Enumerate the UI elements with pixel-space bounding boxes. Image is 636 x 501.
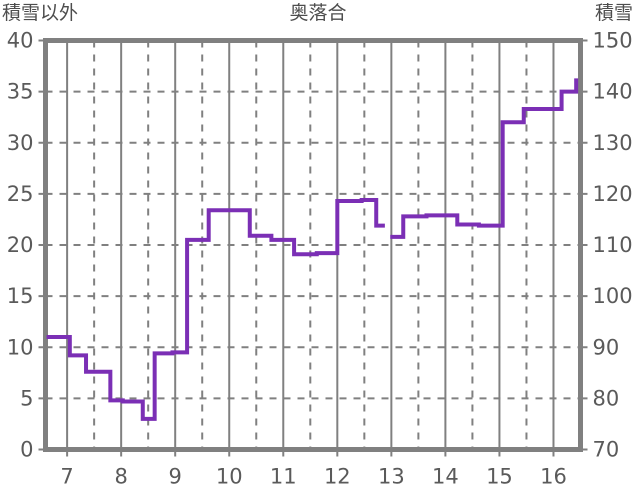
svg-text:40: 40 bbox=[7, 29, 34, 53]
svg-text:120: 120 bbox=[593, 182, 633, 206]
svg-text:15: 15 bbox=[486, 465, 513, 489]
svg-text:5: 5 bbox=[20, 386, 33, 410]
svg-text:70: 70 bbox=[593, 438, 620, 462]
svg-text:13: 13 bbox=[378, 465, 405, 489]
svg-text:8: 8 bbox=[114, 465, 127, 489]
right-axis-title: 積雪 bbox=[594, 2, 633, 24]
svg-text:150: 150 bbox=[593, 29, 633, 53]
x-axis-labels: 7 8 9 10 11 12 13 14 15 16 bbox=[60, 465, 566, 489]
svg-text:20: 20 bbox=[7, 233, 34, 257]
svg-text:14: 14 bbox=[432, 465, 459, 489]
svg-text:15: 15 bbox=[7, 284, 34, 308]
svg-text:10: 10 bbox=[7, 335, 34, 359]
svg-text:12: 12 bbox=[324, 465, 351, 489]
left-axis-title: 積雪以外 bbox=[2, 2, 79, 24]
y-axis-right-labels: 70 80 90 100 110 120 130 140 150 bbox=[593, 29, 633, 462]
svg-text:10: 10 bbox=[216, 465, 243, 489]
svg-text:110: 110 bbox=[593, 233, 633, 257]
svg-text:130: 130 bbox=[593, 131, 633, 155]
svg-text:80: 80 bbox=[593, 386, 620, 410]
y-axis-left-labels: 0 5 10 15 20 25 30 35 40 bbox=[7, 29, 34, 462]
svg-text:0: 0 bbox=[20, 438, 33, 462]
svg-text:9: 9 bbox=[169, 465, 182, 489]
svg-text:90: 90 bbox=[593, 335, 620, 359]
svg-text:100: 100 bbox=[593, 284, 633, 308]
svg-text:30: 30 bbox=[7, 131, 34, 155]
data-series bbox=[46, 78, 579, 421]
svg-text:16: 16 bbox=[540, 465, 567, 489]
plot-frame bbox=[43, 38, 583, 452]
svg-text:35: 35 bbox=[7, 80, 34, 104]
svg-text:7: 7 bbox=[60, 465, 73, 489]
svg-text:11: 11 bbox=[270, 465, 297, 489]
x-minor-gridlines bbox=[93, 40, 528, 450]
y-gridlines bbox=[45, 90, 581, 400]
svg-text:140: 140 bbox=[593, 80, 633, 104]
svg-text:25: 25 bbox=[7, 182, 34, 206]
chart-title: 奥落合 bbox=[289, 2, 347, 24]
